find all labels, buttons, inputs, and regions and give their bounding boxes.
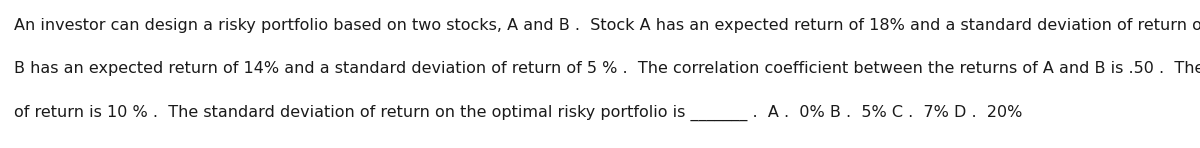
Text: B has an expected return of 14% and a standard deviation of return of 5 % .  The: B has an expected return of 14% and a st… (14, 61, 1200, 76)
Text: of return is 10 % .  The standard deviation of return on the optimal risky portf: of return is 10 % . The standard deviati… (14, 105, 1022, 121)
Text: An investor can design a risky portfolio based on two stocks, A and B .  Stock A: An investor can design a risky portfolio… (14, 18, 1200, 33)
